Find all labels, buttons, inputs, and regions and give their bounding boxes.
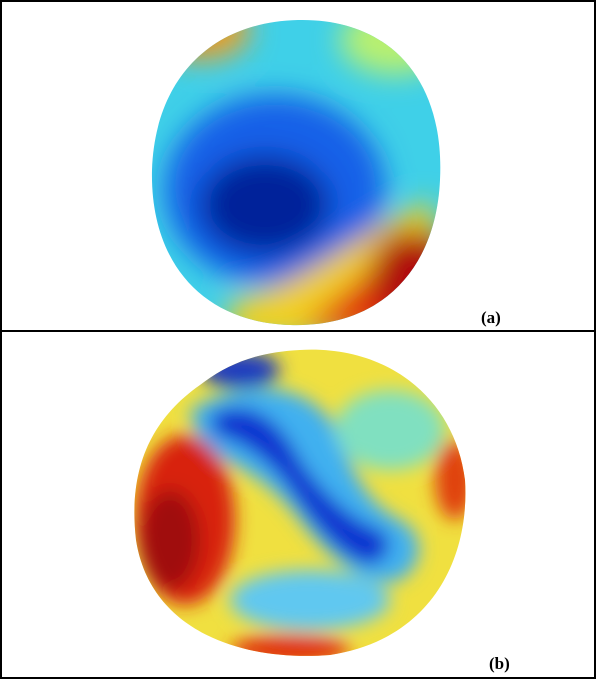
panel-label: (b) [489, 654, 510, 673]
panel-label: (a) [481, 308, 501, 327]
sphere-a [151, 19, 441, 326]
sphere-b [134, 349, 466, 656]
